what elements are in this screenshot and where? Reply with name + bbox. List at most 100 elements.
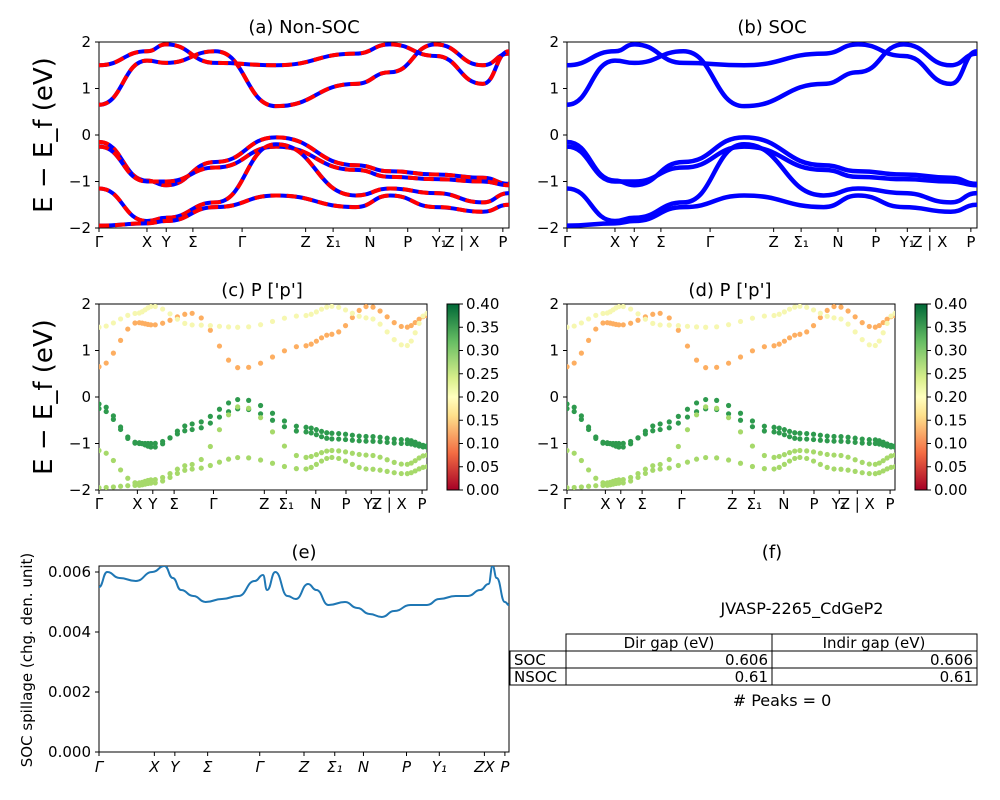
plot-frame [98, 303, 428, 491]
band-point [761, 344, 767, 350]
band-point [174, 316, 180, 322]
band-point [831, 438, 837, 444]
y-tick-label: −2 [69, 481, 91, 499]
band-point [859, 470, 865, 476]
band-point [269, 410, 276, 416]
band-point [408, 470, 414, 476]
band-point [189, 421, 195, 427]
band-point [600, 310, 606, 317]
band-point [804, 436, 810, 442]
band-point [804, 304, 810, 310]
band-point [160, 478, 166, 484]
band-point [198, 322, 204, 328]
band-point [657, 426, 663, 433]
colorbar [914, 303, 928, 491]
band-point [318, 434, 325, 440]
band-point [391, 470, 397, 476]
band-point [370, 304, 376, 310]
band-point [657, 421, 663, 427]
band-point [117, 483, 124, 489]
band-point [892, 464, 895, 470]
band-point [684, 323, 691, 329]
band-point [404, 461, 410, 467]
band-point [737, 429, 744, 435]
band-point [693, 456, 700, 462]
band-point [103, 404, 109, 410]
band-point [391, 440, 397, 446]
ylabel-a: E − E_f (eV) [29, 57, 59, 213]
band-point [198, 456, 204, 463]
band-point [324, 448, 330, 454]
x-tick-label: X [142, 233, 152, 251]
band-point [880, 458, 886, 464]
band-point [838, 434, 844, 440]
x-tick-label: Y [629, 233, 640, 251]
y-tick-label: −1 [537, 435, 559, 453]
band-point [246, 405, 252, 411]
band-point [313, 338, 319, 344]
band-point [342, 436, 349, 443]
band-point [404, 324, 410, 330]
band-point [650, 428, 656, 434]
x-tick-label: Z [259, 495, 269, 513]
band-point [771, 424, 777, 430]
band-point [110, 320, 116, 326]
band-point [363, 438, 369, 444]
x-tick-label: Y [161, 233, 172, 251]
band-point [866, 440, 872, 447]
band-point [99, 364, 102, 370]
band-point [585, 337, 592, 343]
band-point [174, 431, 180, 437]
band-point [657, 322, 663, 328]
band-point [342, 449, 349, 455]
band-point [786, 335, 793, 341]
band-point [804, 448, 810, 454]
band-point [293, 344, 299, 350]
x-tick-label: N [832, 233, 843, 251]
band-line [567, 144, 977, 188]
band-point [99, 401, 102, 407]
band-point [810, 323, 817, 329]
band-point [884, 455, 890, 461]
band-point [852, 435, 858, 441]
band-point [207, 420, 213, 426]
band-point [416, 320, 422, 326]
band-point [781, 432, 787, 438]
band-line [567, 42, 977, 87]
band-point [281, 348, 288, 354]
band-point [892, 452, 895, 458]
band-point [281, 315, 288, 321]
y-tick-label: 0.002 [48, 683, 91, 701]
band-point [174, 470, 180, 476]
x-tick-label: P [402, 758, 412, 776]
band-point [412, 319, 418, 326]
band-point [824, 313, 830, 319]
x-tick-label: Σ [637, 495, 646, 513]
band-point [167, 435, 173, 441]
band-point [876, 322, 882, 329]
y-tick-label: 2 [81, 33, 91, 51]
band-point [872, 471, 878, 477]
band-point [675, 462, 681, 469]
y-tick-label: −1 [69, 435, 91, 453]
y-tick-label: 0 [81, 388, 91, 406]
band-point [324, 430, 330, 436]
band-point [398, 461, 404, 467]
band-point [313, 427, 319, 433]
band-point [308, 464, 314, 470]
band-point [324, 332, 330, 338]
band-point [356, 307, 362, 314]
band-point [737, 318, 744, 325]
x-tick-label: Σ₁ [279, 495, 295, 513]
x-tick-label: Σ₁ [325, 233, 341, 251]
band-point [824, 307, 830, 314]
x-tick-label: Y [170, 758, 181, 776]
band-point [831, 452, 837, 458]
band-point [831, 466, 837, 472]
band-point [876, 338, 882, 344]
band-point [313, 452, 319, 458]
band-point [329, 447, 335, 454]
band-point [303, 312, 309, 319]
band-point [269, 318, 276, 325]
band-point [377, 308, 383, 314]
